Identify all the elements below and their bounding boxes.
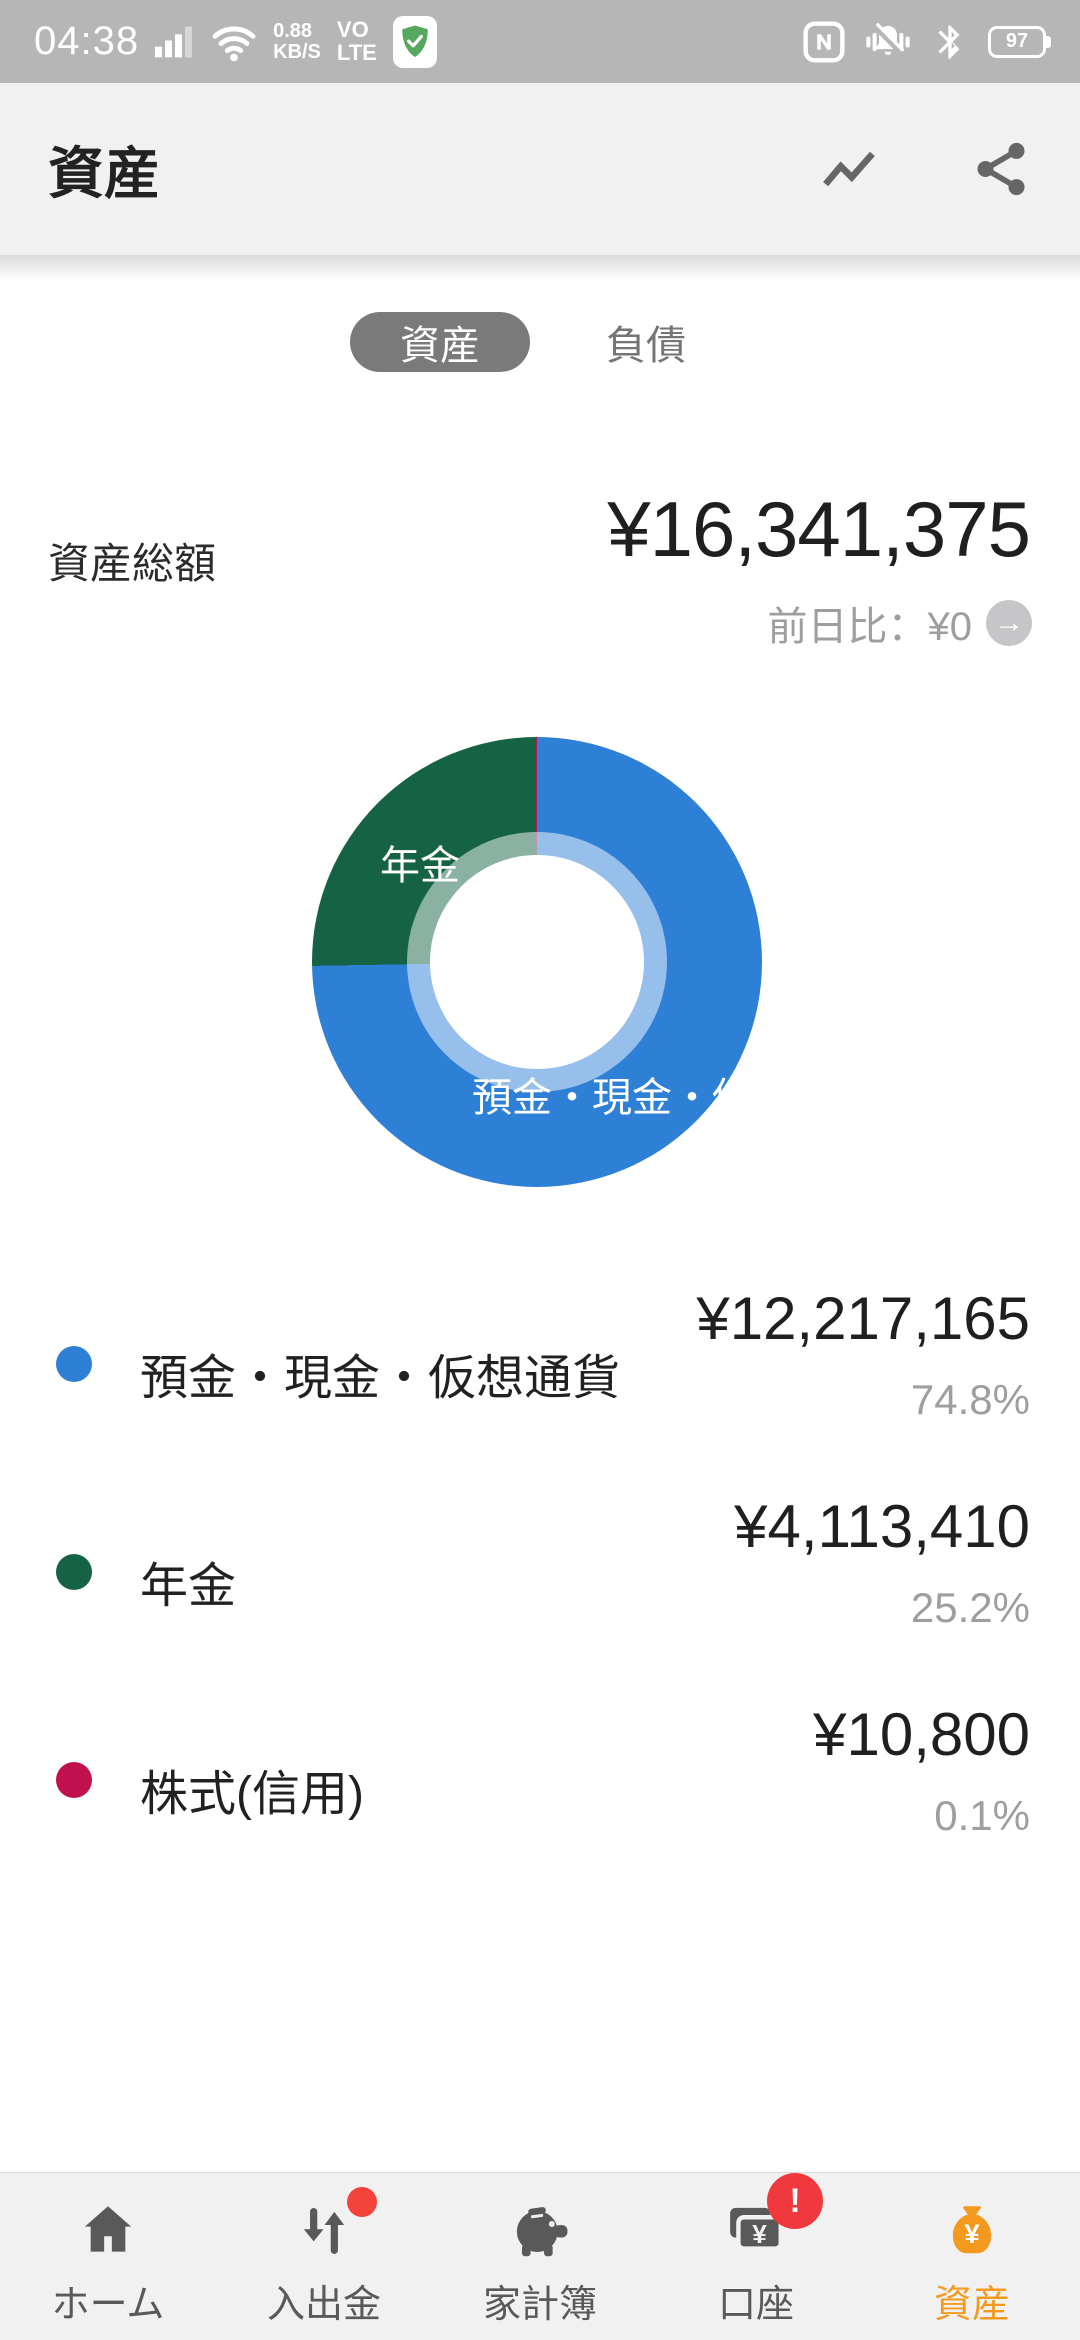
nav-label: 入出金	[266, 2284, 381, 2326]
legend-value: ¥4,113,410	[734, 1493, 1030, 1560]
tab-assets[interactable]: 資産	[350, 312, 530, 372]
account-cards-icon: ¥	[730, 2207, 783, 2251]
nav-label: 資産	[933, 2284, 1010, 2326]
legend-label: 株式(信用)	[140, 1768, 364, 1821]
status-bar: 04:38 0.88 KB/S VO LTE	[0, 0, 1080, 83]
notification-dot-badge	[347, 2187, 377, 2217]
day-change-arrow-icon[interactable]: →	[986, 600, 1032, 646]
adguard-shield-icon	[392, 15, 437, 68]
nav-item-home[interactable]: ホーム	[0, 2173, 216, 2340]
donut-label-deposits: 預金・現金・仮想通貨	[472, 1076, 762, 1120]
svg-text:¥: ¥	[964, 2218, 979, 2249]
nav-item-household-ledger[interactable]: 家計簿	[432, 2173, 648, 2340]
legend-value: ¥10,800	[813, 1701, 1030, 1768]
in-out-arrows-icon	[303, 2208, 345, 2254]
bottom-navigation: ホーム 入出金	[0, 2172, 1080, 2340]
volte-indicator: VO LTE	[336, 17, 377, 65]
nav-item-accounts[interactable]: ¥ ! 口座	[648, 2173, 864, 2340]
day-change-row[interactable]: 前日比：¥0 →	[767, 594, 1032, 652]
battery-icon: 97	[988, 25, 1051, 58]
legend-dot-margin-stock	[56, 1762, 92, 1798]
list-item[interactable]: 株式(信用) ¥10,800 0.1%	[0, 1696, 1080, 1904]
tab-liabilities[interactable]: 負債	[606, 324, 686, 368]
total-assets-label: 資産総額	[48, 540, 217, 587]
share-icon[interactable]	[970, 136, 1032, 202]
network-speed: 0.88 KB/S	[273, 20, 321, 63]
asset-breakdown-list: 預金・現金・仮想通貨 ¥12,217,165 74.8% 年金 ¥4,113,4…	[0, 1280, 1080, 1904]
day-change-label: 前日比：¥0	[767, 605, 973, 649]
nav-label: 口座	[717, 2284, 794, 2326]
home-icon	[84, 2206, 132, 2252]
vibrate-mute-icon	[866, 22, 910, 55]
page-title: 資産	[48, 141, 160, 205]
legend-label: 年金	[140, 1560, 237, 1613]
nav-label: ホーム	[51, 2284, 165, 2326]
svg-text:¥: ¥	[752, 2219, 767, 2249]
battery-percent: 97	[1005, 30, 1029, 52]
nav-item-assets[interactable]: ¥ 資産	[864, 2173, 1080, 2340]
wifi-icon	[212, 26, 256, 61]
donut-label-pension: 年金	[380, 844, 460, 888]
total-assets-value: ¥16,341,375	[607, 485, 1031, 573]
nav-label: 家計簿	[482, 2284, 597, 2326]
nfc-icon	[803, 20, 845, 63]
bluetooth-icon	[938, 24, 960, 59]
legend-percent: 0.1%	[934, 1792, 1030, 1839]
app-header: 資産	[0, 83, 1080, 281]
money-bag-icon: ¥	[952, 2206, 992, 2254]
alert-badge: !	[767, 2173, 823, 2229]
list-item[interactable]: 年金 ¥4,113,410 25.2%	[0, 1488, 1080, 1696]
nav-item-transactions[interactable]: 入出金	[216, 2173, 432, 2340]
signal-strength-icon	[155, 26, 193, 57]
legend-dot-deposits	[56, 1346, 92, 1382]
piggy-bank-icon	[516, 2207, 568, 2257]
legend-percent: 74.8%	[910, 1376, 1030, 1423]
asset-donut-chart[interactable]: 年金 預金・現金・仮想通貨	[312, 737, 762, 1187]
legend-label: 預金・現金・仮想通貨	[140, 1352, 621, 1405]
asset-liability-toggle: 資産 負債	[0, 312, 1080, 372]
trend-chart-icon[interactable]	[816, 136, 882, 202]
legend-dot-pension	[56, 1554, 92, 1590]
list-item[interactable]: 預金・現金・仮想通貨 ¥12,217,165 74.8%	[0, 1280, 1080, 1488]
legend-percent: 25.2%	[910, 1584, 1030, 1631]
legend-value: ¥12,217,165	[696, 1285, 1030, 1352]
clock: 04:38	[34, 19, 140, 63]
